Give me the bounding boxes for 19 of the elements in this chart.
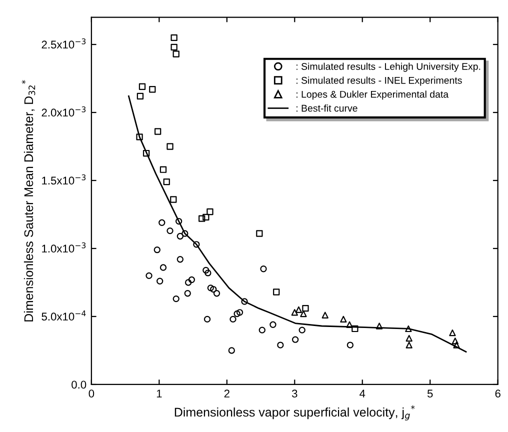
y-tick-label: 5.0x10$^{−4}$ (42, 310, 86, 321)
legend-label: : Best-fit curve (296, 104, 358, 112)
x-tick-label: 6 (495, 390, 500, 398)
x-tick-label: 2 (224, 390, 230, 398)
x-tick-label: 3 (292, 390, 298, 398)
y-tick-label: 1.0x10$^{−3}$ (42, 242, 86, 253)
y-tick-label: 2.5x10$^{−3}$ (42, 38, 86, 49)
y-tick-label: 0.0 (72, 380, 86, 389)
y-axis-title: Dimensionless Sauter Mean Diameter, D$_{32}$$^{*}$ (22, 80, 36, 322)
x-tick-label: 1 (156, 390, 162, 398)
x-tick-label: 0 (88, 390, 94, 398)
y-tick-label: 2.0x10$^{−3}$ (42, 106, 86, 117)
legend-label: : Simulated results - INEL Experiments (296, 76, 462, 86)
x-axis-title: Dimensionless vapor superficial velocity, j$_{g}$$^{*}$ (174, 405, 415, 420)
legend-label: : Simulated results - Lehigh University Exp. (296, 62, 480, 72)
legend-label: : Lopes & Dukler Experimental data (296, 90, 449, 100)
x-tick-label: 4 (360, 390, 366, 398)
x-tick-label: 5 (427, 390, 433, 398)
y-tick-label: 1.5x10$^{−3}$ (42, 174, 86, 185)
